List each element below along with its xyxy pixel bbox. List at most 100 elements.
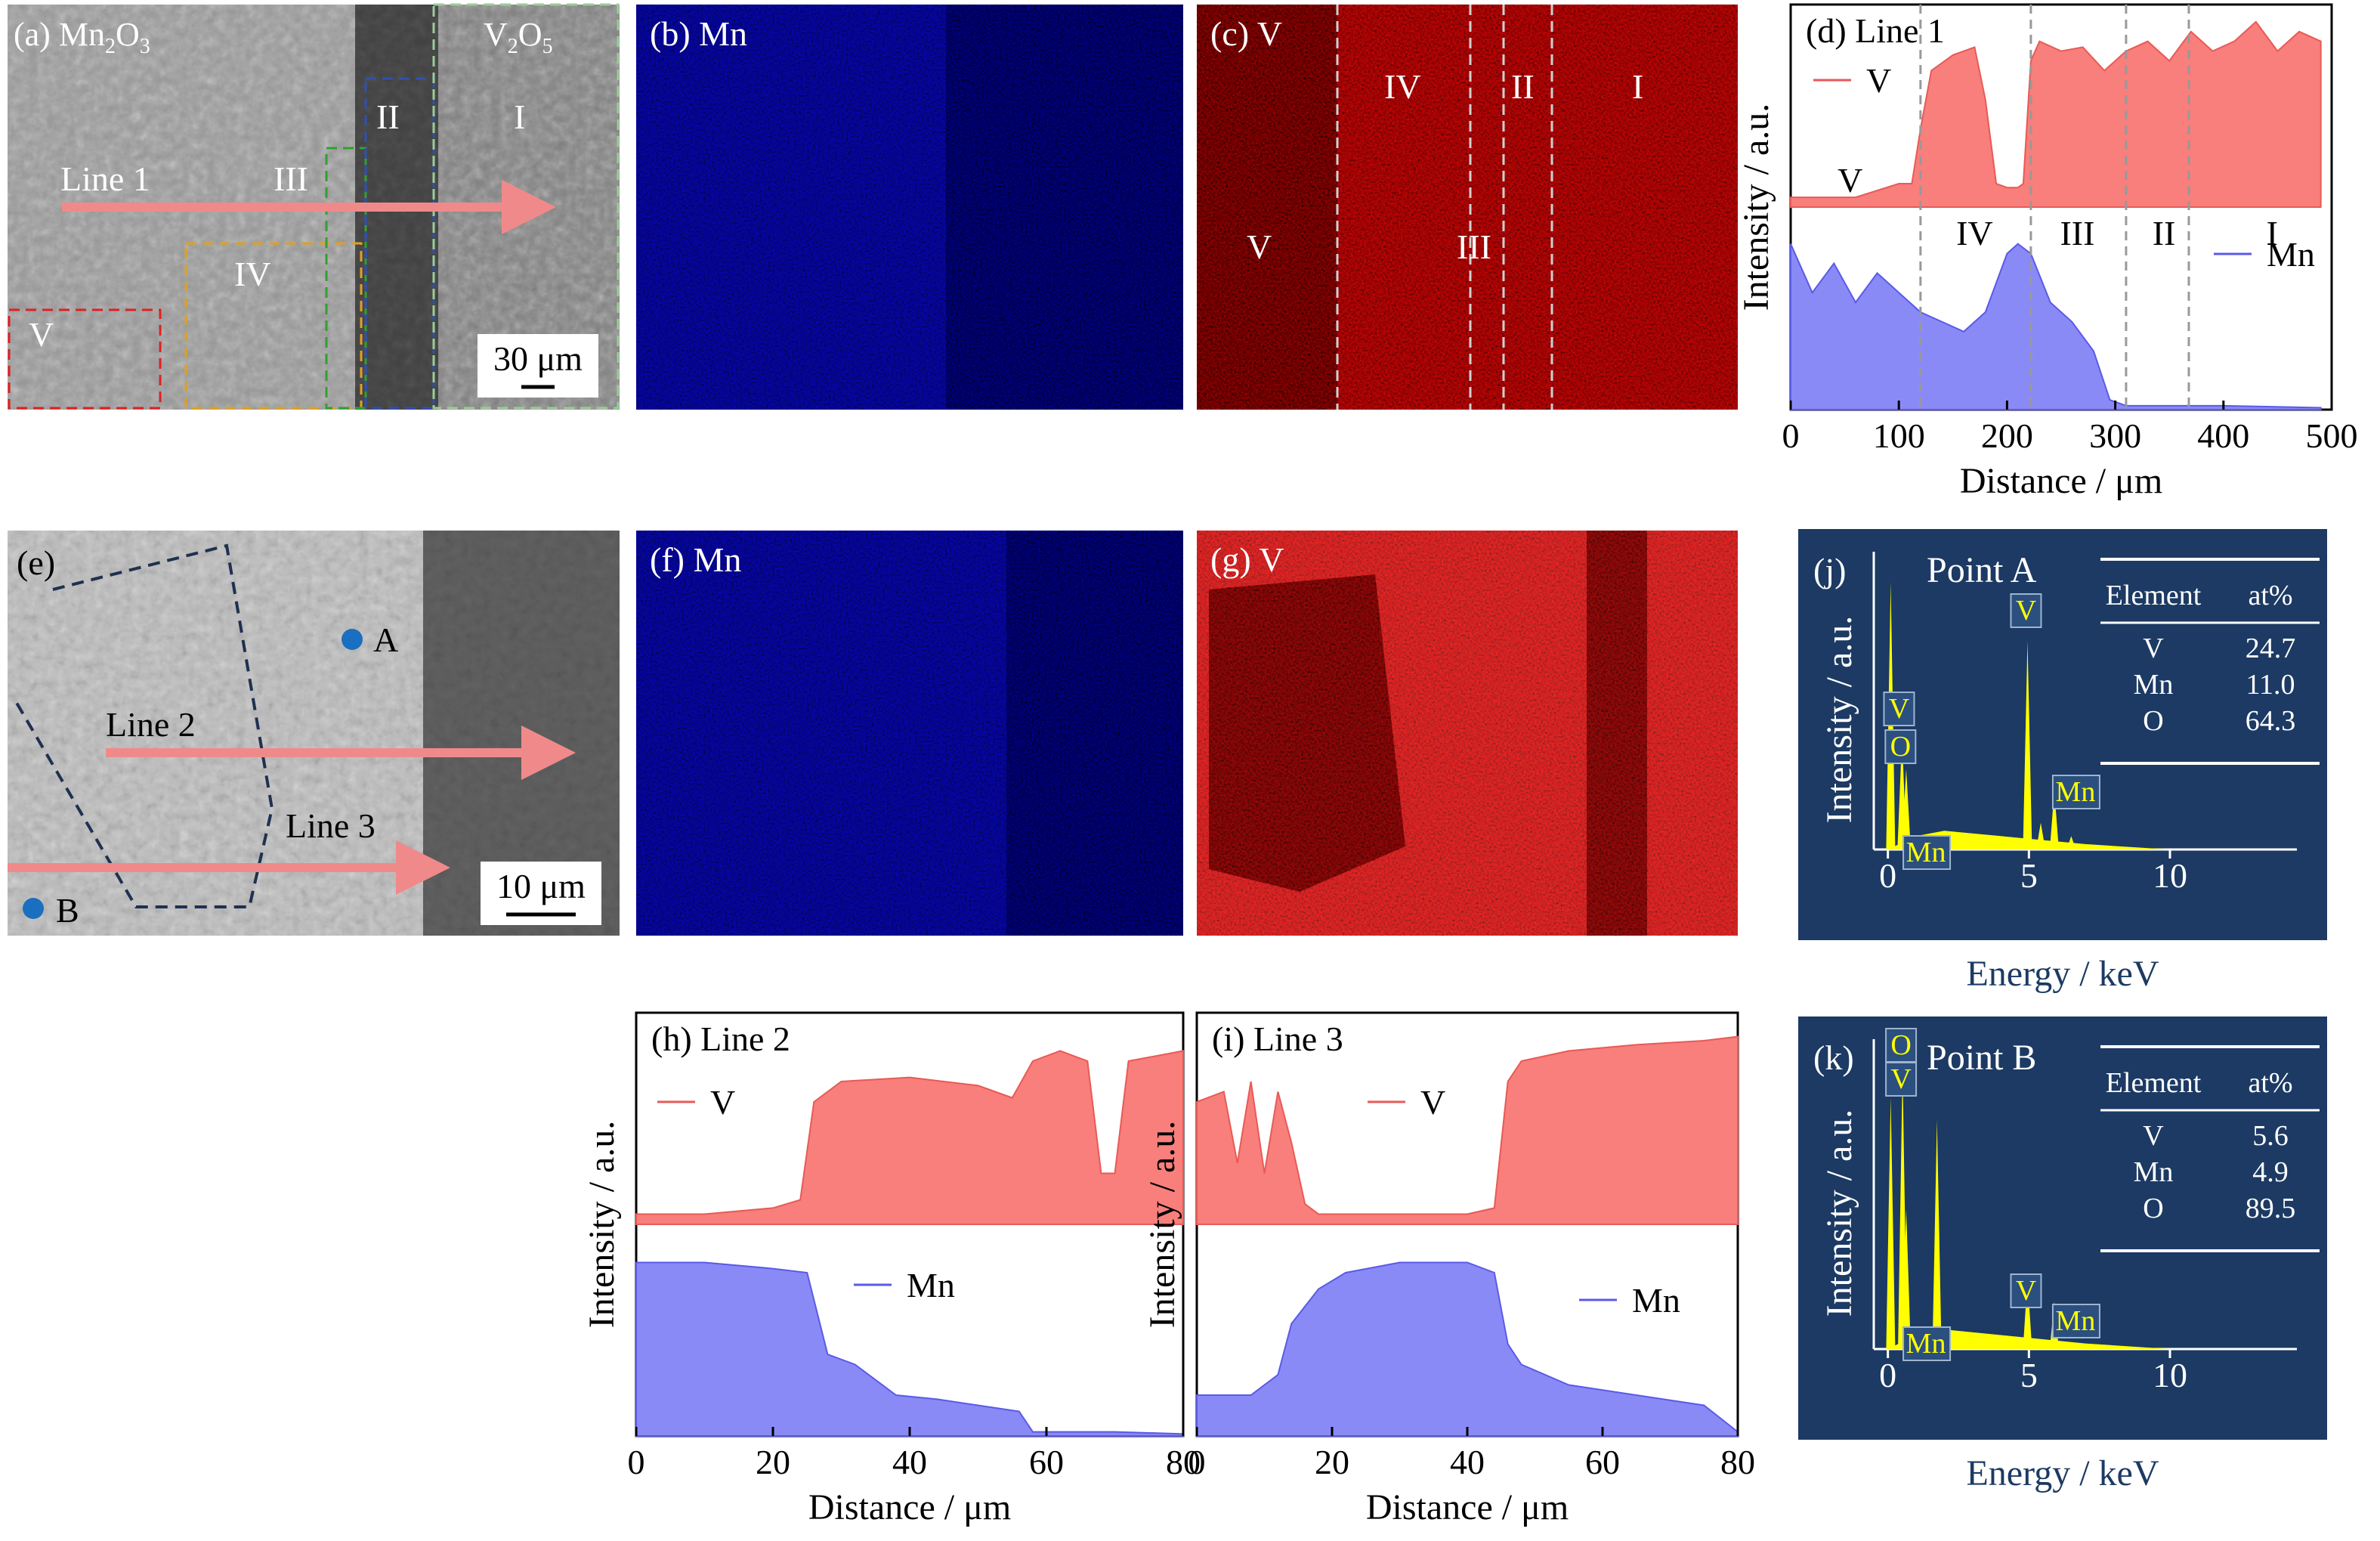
v-series-area	[635, 1050, 1184, 1225]
eds-peak	[2036, 822, 2046, 849]
table-header: at%	[2248, 580, 2292, 611]
line3-label: Line 3	[286, 806, 376, 845]
legend-label-mn: Mn	[907, 1266, 955, 1304]
legend-label-v: V	[1420, 1083, 1445, 1122]
mn-series-area	[635, 1261, 1184, 1437]
mn-series-area	[1790, 243, 2322, 410]
eds-peak	[1932, 1119, 1942, 1349]
chart-title: (i) Line 3	[1212, 1020, 1343, 1058]
x-tick-label: 5	[2020, 856, 2038, 895]
peak-label-box	[2051, 775, 2100, 809]
panel-label: (k)	[1813, 1038, 1854, 1077]
x-tick-label: 300	[2089, 416, 2141, 455]
chart-title: (d) Line 1	[1806, 11, 1945, 50]
x-tick-label: 40	[1450, 1443, 1485, 1481]
eds-peak	[2023, 1279, 2032, 1349]
map-c-label: (c) V	[1210, 14, 1282, 53]
x-tick-label: 0	[628, 1443, 645, 1481]
v2o5-label: V2O5	[484, 16, 553, 58]
chart-i-line3: 0 20 40 60 80 Distance / μm Intensity / a.u. (i…	[1142, 1011, 1755, 1527]
table-cell: 11.0	[2246, 669, 2295, 701]
x-tick-label: 500	[2306, 416, 2358, 455]
y-axis-label: Intensity / a.u.	[1736, 104, 1776, 311]
v-series-area	[1196, 1035, 1739, 1225]
y-axis-label: Intensity / a.u.	[1142, 1121, 1182, 1329]
panel-a-sem: (a) Mn2O3 V2O5 I II III IV V Line 1 30 μ…	[8, 3, 620, 410]
panel-g-v-map: (g) V	[1197, 531, 1738, 936]
peak-label-box	[1884, 729, 1917, 764]
x-tick-label: 80	[1720, 1443, 1755, 1481]
eds-peak	[1886, 1097, 1896, 1349]
x-axis-label: Distance / μm	[1960, 461, 2162, 501]
x-tick-label: 10	[2153, 1356, 2187, 1394]
chart-h-line2: 0 20 40 60 80 Distance / μm Intensity / a.u. (h…	[582, 1011, 1201, 1527]
scale-bar-a: 30 μm	[478, 334, 598, 398]
x-tick-label: 40	[892, 1443, 927, 1481]
peak-label: Mn	[1906, 1328, 1946, 1360]
y-axis-label: Intensity / a.u.	[1819, 1109, 1859, 1317]
table-cell: 89.5	[2246, 1193, 2296, 1224]
legend-label-v: V	[710, 1083, 735, 1122]
zone-label-IV: IV	[234, 255, 271, 293]
x-axis-label: Energy / keV	[1966, 954, 2159, 994]
x-axis-label: Energy / keV	[1966, 1453, 2159, 1493]
table-cell: V	[2143, 633, 2164, 664]
panel-b-mn-map: (b) Mn	[636, 5, 1183, 410]
zone-label: III	[2060, 214, 2094, 252]
panel-e-sem: (e) Line 2 Line 3 A B 10 μm	[8, 531, 620, 936]
eds-peak	[2023, 640, 2032, 849]
chart-title: Point A	[1927, 550, 2037, 590]
x-tick-label: 0	[1879, 856, 1896, 895]
chart-title: (h) Line 2	[651, 1020, 790, 1058]
map-b-label: (b) Mn	[650, 14, 747, 53]
table-cell: 4.9	[2252, 1156, 2289, 1188]
zone-label: II	[2153, 214, 2176, 252]
x-axis-label: Distance / μm	[1366, 1487, 1569, 1527]
legend-label-v: V	[1866, 61, 1891, 100]
x-tick-label: 0	[1188, 1443, 1206, 1481]
x-tick-label: 0	[1782, 416, 1800, 455]
eds-peak	[2049, 791, 2059, 849]
peak-label-box	[2010, 1273, 2042, 1308]
peak-label: Mn	[1906, 837, 1946, 868]
x-tick-label: 20	[756, 1443, 790, 1481]
scale-bar-e: 10 μm	[481, 862, 601, 925]
y-axis-label: Intensity / a.u.	[582, 1121, 622, 1329]
sem-e-label: (e)	[17, 543, 55, 582]
map-f-label: (f) Mn	[650, 540, 741, 579]
chart-title: Point B	[1927, 1038, 2036, 1078]
peak-label: Mn	[2056, 1305, 2096, 1337]
zone-label: I	[2267, 214, 2278, 252]
zone-label-II: II	[376, 97, 400, 136]
peak-label-box	[1902, 835, 1952, 870]
table-header: Element	[2106, 580, 2202, 611]
table-cell: O	[2143, 705, 2163, 737]
svg-text:10 μm: 10 μm	[496, 867, 586, 905]
mn-series-area	[1196, 1261, 1739, 1437]
zone-label: V	[1838, 161, 1862, 200]
peak-label: O	[1890, 1029, 1911, 1061]
peak-label-box	[1885, 1062, 1918, 1097]
x-tick-label: 10	[2153, 856, 2187, 895]
svg-text:30 μm: 30 μm	[493, 339, 583, 378]
panel-label: (j)	[1813, 551, 1846, 589]
chart-d-line1: 0 100 200 300 400 500 Distance / μm Intensity /…	[1736, 3, 2358, 501]
table-header: at%	[2248, 1067, 2292, 1099]
peak-label: Mn	[2056, 776, 2096, 808]
peak-label: V	[1889, 693, 1910, 725]
zone-label-I: I	[514, 97, 525, 136]
peak-label-box	[1902, 1326, 1952, 1361]
x-tick-label: 400	[2197, 416, 2249, 455]
panel-f-mn-map: (f) Mn	[636, 531, 1183, 936]
map-c-zone-I: I	[1632, 67, 1643, 106]
point-b-label: B	[56, 891, 79, 930]
table-cell: O	[2143, 1193, 2163, 1224]
table-cell: V	[2143, 1120, 2164, 1152]
sem-a-label: (a) Mn2O3	[14, 16, 150, 58]
table-cell: Mn	[2134, 669, 2174, 701]
table-cell: 24.7	[2246, 633, 2296, 664]
x-tick-label: 0	[1879, 1356, 1896, 1394]
